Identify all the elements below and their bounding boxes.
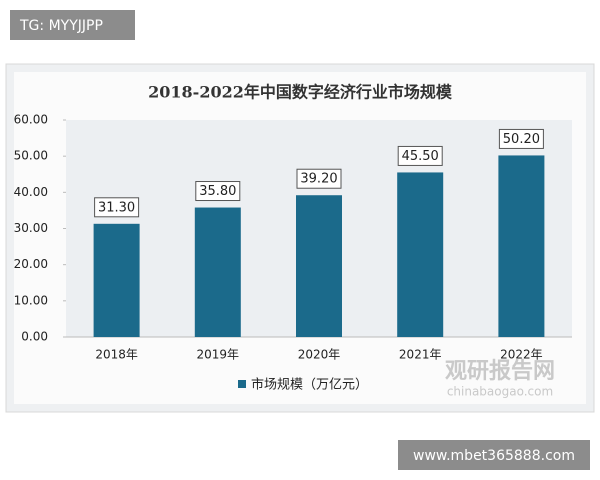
x-tick-label: 2020年 xyxy=(298,348,341,362)
url-box xyxy=(398,440,590,470)
watermark-name: 观研报告网 xyxy=(445,359,555,384)
legend-swatch xyxy=(238,380,246,388)
value-label-box xyxy=(397,145,443,166)
tag-text: TG: MYYJJPP xyxy=(19,18,103,34)
x-tick-label: 2019年 xyxy=(197,348,240,362)
watermark-site: chinabaogao.com xyxy=(447,385,553,399)
value-label-box xyxy=(498,128,544,149)
y-tick-label: 60.00 xyxy=(14,113,48,127)
bar xyxy=(296,195,342,337)
bar xyxy=(498,155,545,337)
x-tick-label: 2018年 xyxy=(95,348,138,362)
x-tick-label: 2021年 xyxy=(399,348,442,362)
y-tick-label: 40.00 xyxy=(14,185,48,199)
value-label-box xyxy=(195,181,241,202)
value-label-box xyxy=(296,168,342,189)
url-text: www.mbet365888.com xyxy=(413,448,575,464)
value-label: 45.50 xyxy=(402,149,439,164)
value-label: 39.20 xyxy=(300,172,337,187)
value-label: 31.30 xyxy=(98,200,135,215)
y-tick-label: 30.00 xyxy=(14,221,48,235)
legend-label: 市场规模（万亿元） xyxy=(251,377,368,393)
value-label-box xyxy=(94,197,140,218)
value-label: 50.20 xyxy=(503,132,540,147)
bar xyxy=(93,223,140,337)
y-tick-label: 50.00 xyxy=(14,149,48,163)
chart-title: 2018-2022年中国数字经济行业市场规模 xyxy=(148,83,453,102)
bar xyxy=(397,172,444,337)
y-tick-label: 10.00 xyxy=(14,293,48,307)
bar xyxy=(194,207,241,337)
y-tick-label: 20.00 xyxy=(14,257,48,271)
value-label: 35.80 xyxy=(199,184,236,199)
x-tick-label: 2022年 xyxy=(500,348,543,362)
tag-box xyxy=(10,10,135,40)
y-tick-label: 0.00 xyxy=(21,330,48,344)
